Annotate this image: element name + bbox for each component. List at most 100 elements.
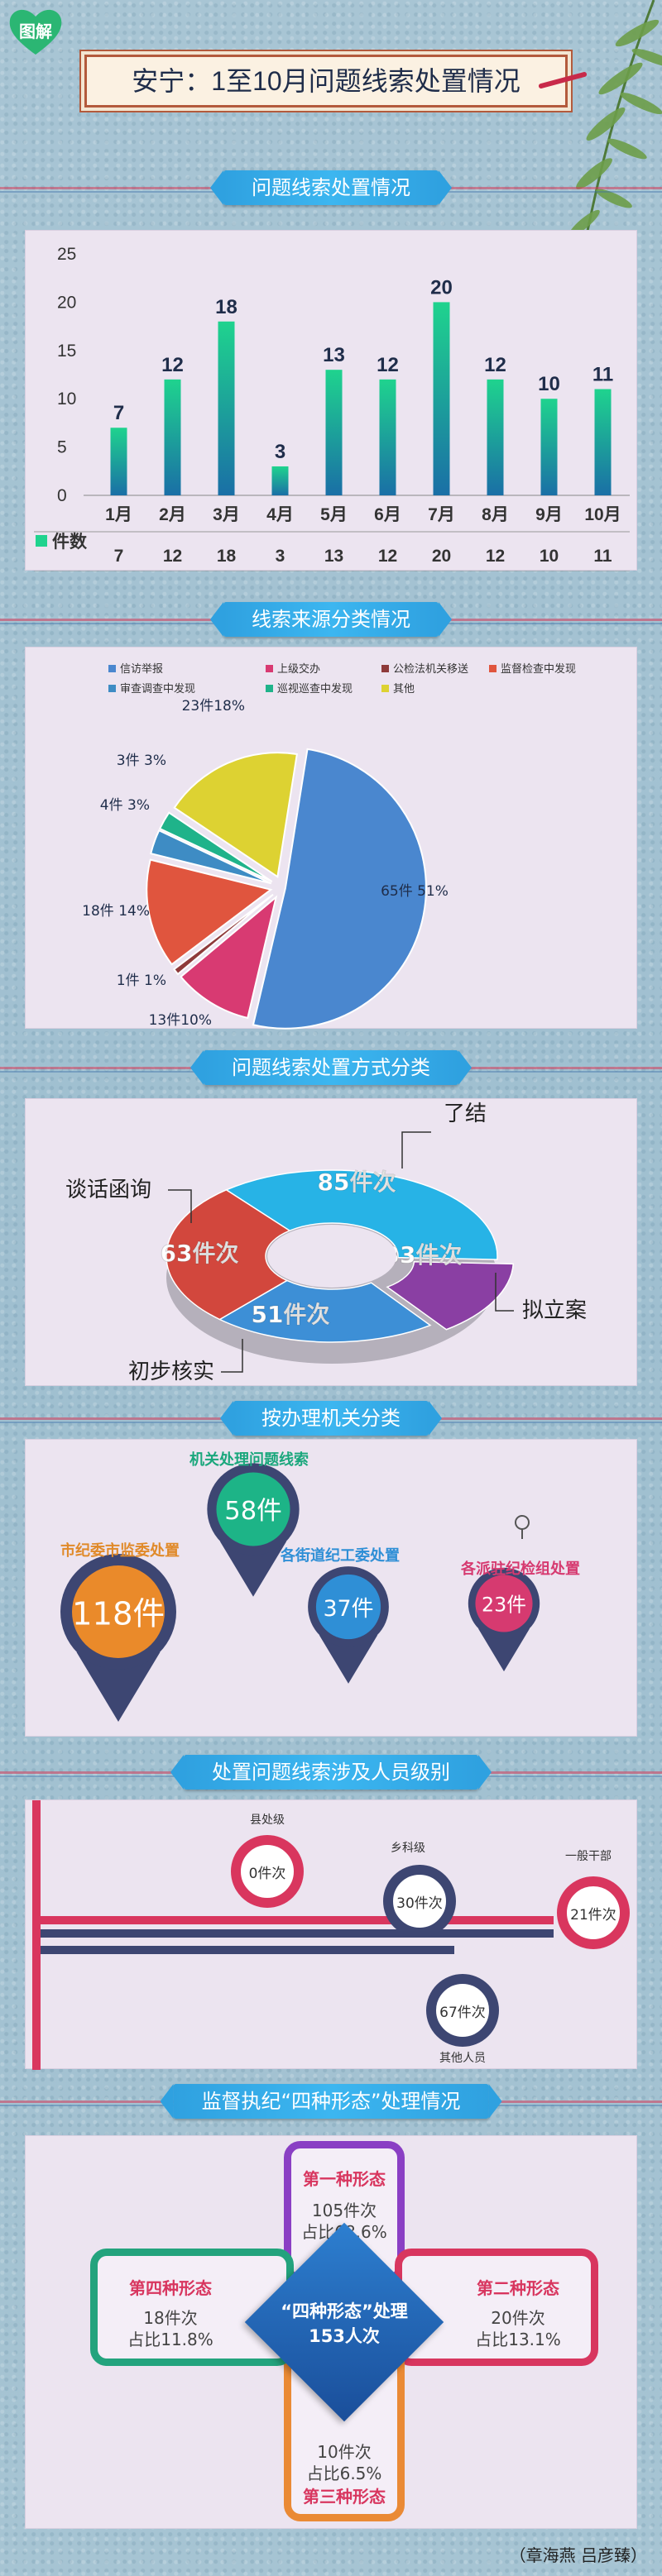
section-title-6: 监督执纪“四种形态”处理情况 <box>160 2084 502 2119</box>
form-2-box <box>395 2249 598 2366</box>
form-4-title: 第四种形态 <box>129 2278 212 2298</box>
bar-value-label: 7 <box>113 402 124 424</box>
legend-swatch <box>381 685 389 692</box>
pin-face <box>475 1575 533 1632</box>
form-4-share: 占比11.8% <box>127 2330 213 2349</box>
section-title-1: 问题线索处置情况 <box>210 170 452 205</box>
level-value-label: 30件次 <box>396 1895 443 1912</box>
section-banner-1: 问题线索处置情况 <box>0 165 662 212</box>
level-value-label: 0件次 <box>249 1866 286 1882</box>
form-1-count: 105件次 <box>311 2201 377 2220</box>
legend-label: 信访举报 <box>120 663 163 676</box>
donut-name-label: 谈话函询 <box>65 1178 151 1202</box>
slice-label: 23件18% <box>182 698 245 714</box>
leader-line <box>495 1273 514 1312</box>
leader-line <box>401 1131 431 1169</box>
badge-label: 图解 <box>19 22 52 41</box>
agency-pins-chart: 118件 市纪委市监委处置 58件 机关处理问题线索 37件 各街道纪工委处置 23件 各派驻… <box>60 1450 580 1722</box>
bar-value-label: 12 <box>161 354 184 376</box>
legend-label: 审查调查中发现 <box>120 682 195 695</box>
level-name-label: 县处级 <box>250 1814 285 1827</box>
x-tick-label: 9月 <box>535 505 563 524</box>
table-value: 18 <box>217 547 237 566</box>
pie-slice <box>252 748 427 1030</box>
form-2-share: 占比13.1% <box>475 2330 561 2349</box>
slice-label: 65件 51% <box>381 883 449 900</box>
pin-stem <box>319 1635 378 1684</box>
center-value: 153人次 <box>309 2326 380 2346</box>
form-3-count: 10件次 <box>317 2442 372 2462</box>
bar-value-label: 3 <box>275 441 285 463</box>
legend-swatch <box>381 665 389 672</box>
location-icon <box>515 1515 530 1530</box>
bar <box>271 466 289 495</box>
y-tick-label: 20 <box>57 293 76 312</box>
bar-value-label: 18 <box>215 296 237 318</box>
legend-swatch <box>36 535 47 547</box>
source-pie-panel: 信访举报 上级交办 公检法机关移送 监督检查中发现 审查调查中发现 巡视巡查中发现 其他 65… <box>25 647 637 1030</box>
pin-face <box>216 1472 290 1546</box>
pin-name-label: 各派驻纪检组处置 <box>460 1560 580 1578</box>
table-value: 12 <box>378 547 397 566</box>
form-2-count: 20件次 <box>491 2308 545 2328</box>
badge-heart-icon: 图解 <box>7 5 65 56</box>
donut-value-label: 51件次 <box>252 1301 330 1328</box>
pie-slice <box>150 829 272 885</box>
y-tick-label: 25 <box>57 245 76 264</box>
section-title-3: 问题线索处置方式分类 <box>190 1050 472 1085</box>
x-tick-label: 1月 <box>105 505 132 524</box>
x-tick-label: 10月 <box>584 505 621 524</box>
legend-label: 件数 <box>52 533 88 552</box>
pin-face <box>315 1574 381 1640</box>
legend-label: 巡视巡查中发现 <box>277 682 353 695</box>
pin-name-label: 市纪委市监委处置 <box>60 1541 180 1560</box>
legend-label: 上级交办 <box>277 662 320 676</box>
credit: （章海燕 吕彦臻） <box>509 2545 647 2565</box>
level-value-label: 21件次 <box>570 1907 616 1924</box>
y-tick-label: 0 <box>57 486 67 505</box>
x-tick-label: 5月 <box>320 505 348 524</box>
table-value: 11 <box>593 547 612 566</box>
donut-value-label: 33件次 <box>384 1241 463 1269</box>
section-title-2: 线索来源分类情况 <box>210 602 452 637</box>
pie-slice <box>173 752 299 878</box>
pin-value-label: 118件 <box>72 1595 165 1632</box>
leader-line <box>221 1339 243 1373</box>
table-value: 3 <box>276 547 285 566</box>
pin-name-label: 各街道纪工委处置 <box>280 1546 400 1565</box>
method-donut-panel: 85件次 了结 33件次 拟立案 51件次 初步核实 63件次 谈话函询 <box>25 1098 637 1386</box>
x-tick-label: 7月 <box>428 505 455 524</box>
pin-stem <box>477 1628 530 1672</box>
page-title-frame: 安宁：1至10月问题线索处置情况 <box>84 55 568 108</box>
bar-value-label: 13 <box>323 344 345 366</box>
level-ring <box>231 1835 304 1908</box>
x-tick-label: 2月 <box>159 505 186 524</box>
bar <box>487 379 504 495</box>
level-name-label: 其他人员 <box>439 2052 486 2065</box>
slice-label: 3件 3% <box>117 753 166 769</box>
donut-name-label: 初步核实 <box>128 1360 214 1384</box>
slice-label: 1件 1% <box>117 973 166 989</box>
y-tick-label: 15 <box>57 342 76 361</box>
level-name-label: 乡科级 <box>391 1842 425 1855</box>
donut-slice <box>166 1189 291 1321</box>
y-tick-label: 5 <box>57 438 67 457</box>
level-name-label: 一般干部 <box>565 1850 612 1863</box>
vertical-bar <box>32 1800 41 2070</box>
donut-name-label: 了结 <box>444 1102 487 1126</box>
pin-stem <box>76 1652 161 1722</box>
slice-label: 18件 14% <box>82 903 150 920</box>
donut-hole <box>267 1225 396 1288</box>
form-4-count: 18件次 <box>143 2308 198 2328</box>
section-banner-3: 问题线索处置方式分类 <box>0 1045 662 1092</box>
center-title: “四种形态”处理 <box>281 2301 408 2321</box>
table-value: 13 <box>324 547 343 566</box>
levels-panel: 0件次 县处级 30件次 乡科级 21件次 一般干部 67件次 其他人员 <box>25 1799 637 2070</box>
track-line <box>41 1929 554 1938</box>
x-tick-label: 6月 <box>374 505 401 524</box>
pin-stem <box>219 1541 287 1597</box>
bar-value-label: 12 <box>377 354 399 376</box>
section-title-4: 按办理机关分类 <box>220 1401 442 1436</box>
bar <box>218 321 235 495</box>
